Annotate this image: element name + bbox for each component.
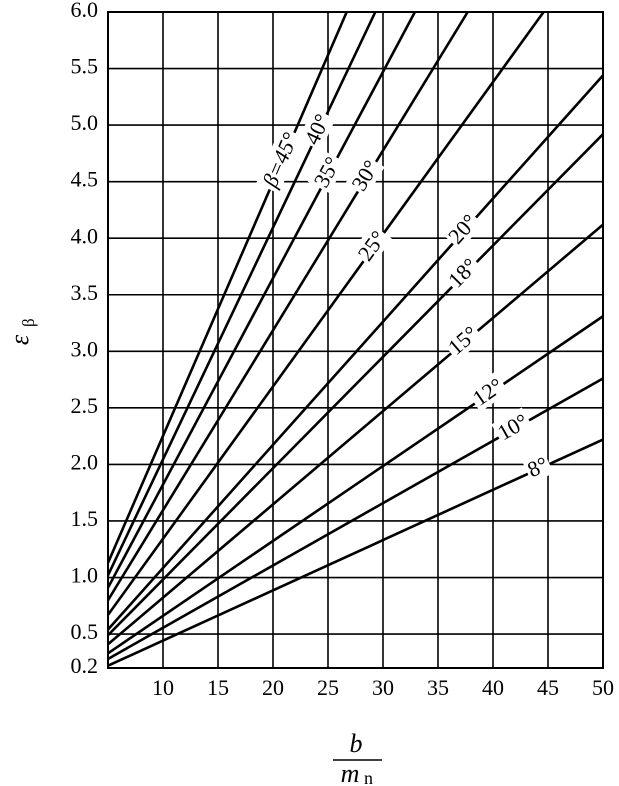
series-line <box>106 11 545 616</box>
series-line <box>106 11 348 564</box>
x-label-denominator: m <box>341 759 360 786</box>
x-tick-label: 15 <box>207 675 229 700</box>
y-tick-label: 3.5 <box>71 280 99 305</box>
series-line <box>107 133 604 637</box>
series-label-group: 35° <box>307 150 347 194</box>
series-line <box>107 438 604 667</box>
label-background <box>466 371 510 412</box>
series-line <box>107 315 604 655</box>
x-tick-label: 30 <box>372 675 394 700</box>
label-background <box>441 207 484 251</box>
x-label-numerator: b <box>350 729 363 758</box>
label-background <box>256 126 304 194</box>
series-label-group: 18° <box>441 251 484 294</box>
x-label-subscript: n <box>364 768 373 786</box>
x-tick-label: 45 <box>537 675 559 700</box>
label-background <box>351 224 393 268</box>
y-tick-label: 1.0 <box>71 563 99 588</box>
y-tick-label: 5.5 <box>71 54 99 79</box>
label-background <box>441 251 484 294</box>
label-background <box>298 108 336 151</box>
y-tick-label: 4.5 <box>71 167 99 192</box>
y-tick-label: 6.0 <box>71 0 99 22</box>
series-line <box>106 11 377 576</box>
label-background <box>307 150 347 194</box>
label-background <box>521 450 554 484</box>
x-tick-label: 25 <box>317 675 339 700</box>
series-label-group: 20° <box>441 207 484 251</box>
series-label: 18° <box>443 253 482 292</box>
x-tick-label: 50 <box>592 675 614 700</box>
y-label-subscript: β <box>19 318 38 327</box>
y-tick-label: 3.0 <box>71 336 99 361</box>
label-background <box>345 154 385 197</box>
x-tick-label: 20 <box>262 675 284 700</box>
label-background <box>491 407 534 447</box>
series-label: 30° <box>346 156 383 195</box>
series-line <box>106 11 469 601</box>
x-tick-label: 40 <box>482 675 504 700</box>
series-label-group: 30° <box>345 154 385 197</box>
y-tick-label: 5.0 <box>71 110 99 135</box>
series-line <box>106 11 417 589</box>
x-tick-label: 10 <box>152 675 174 700</box>
series-label-group: 10° <box>491 407 534 447</box>
y-tick-label: 2.0 <box>71 449 99 474</box>
plot-frame <box>107 11 604 669</box>
series-label: 40° <box>299 110 335 149</box>
y-tick-label: 0.5 <box>71 619 99 644</box>
x-tick-label: 35 <box>427 675 449 700</box>
label-background <box>441 319 485 362</box>
series-label: 20° <box>443 209 482 249</box>
series-label-group: 40° <box>298 108 336 151</box>
series-line <box>107 74 604 631</box>
y-tick-label: 2.5 <box>71 393 99 418</box>
y-tick-label: 1.5 <box>71 506 99 531</box>
series-label: 35° <box>309 153 346 192</box>
series-label: 10° <box>493 408 532 445</box>
y-tick-label: 0.2 <box>71 653 99 678</box>
y-label-symbol: ε <box>5 334 34 345</box>
y-tick-label: 4.0 <box>71 223 99 248</box>
series-label-group: 8° <box>521 450 554 484</box>
y-axis-label: ε β <box>5 318 38 345</box>
series-line <box>107 223 604 646</box>
series-label-group: β=45° <box>256 126 304 194</box>
